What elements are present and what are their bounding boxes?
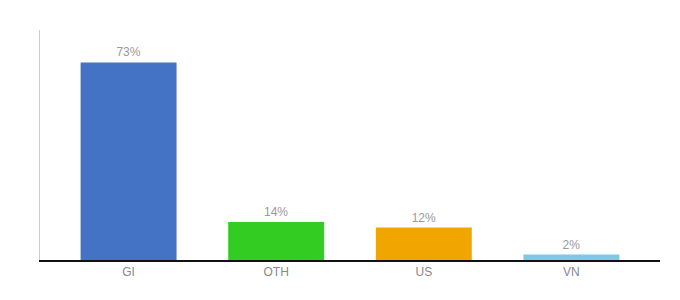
svg-text:GI: GI xyxy=(122,265,135,279)
svg-text:14%: 14% xyxy=(264,205,288,219)
svg-text:73%: 73% xyxy=(116,45,140,59)
svg-text:2%: 2% xyxy=(563,238,581,252)
svg-text:12%: 12% xyxy=(412,211,436,225)
svg-text:VN: VN xyxy=(563,265,580,279)
svg-text:US: US xyxy=(415,265,432,279)
svg-text:OTH: OTH xyxy=(264,265,289,279)
